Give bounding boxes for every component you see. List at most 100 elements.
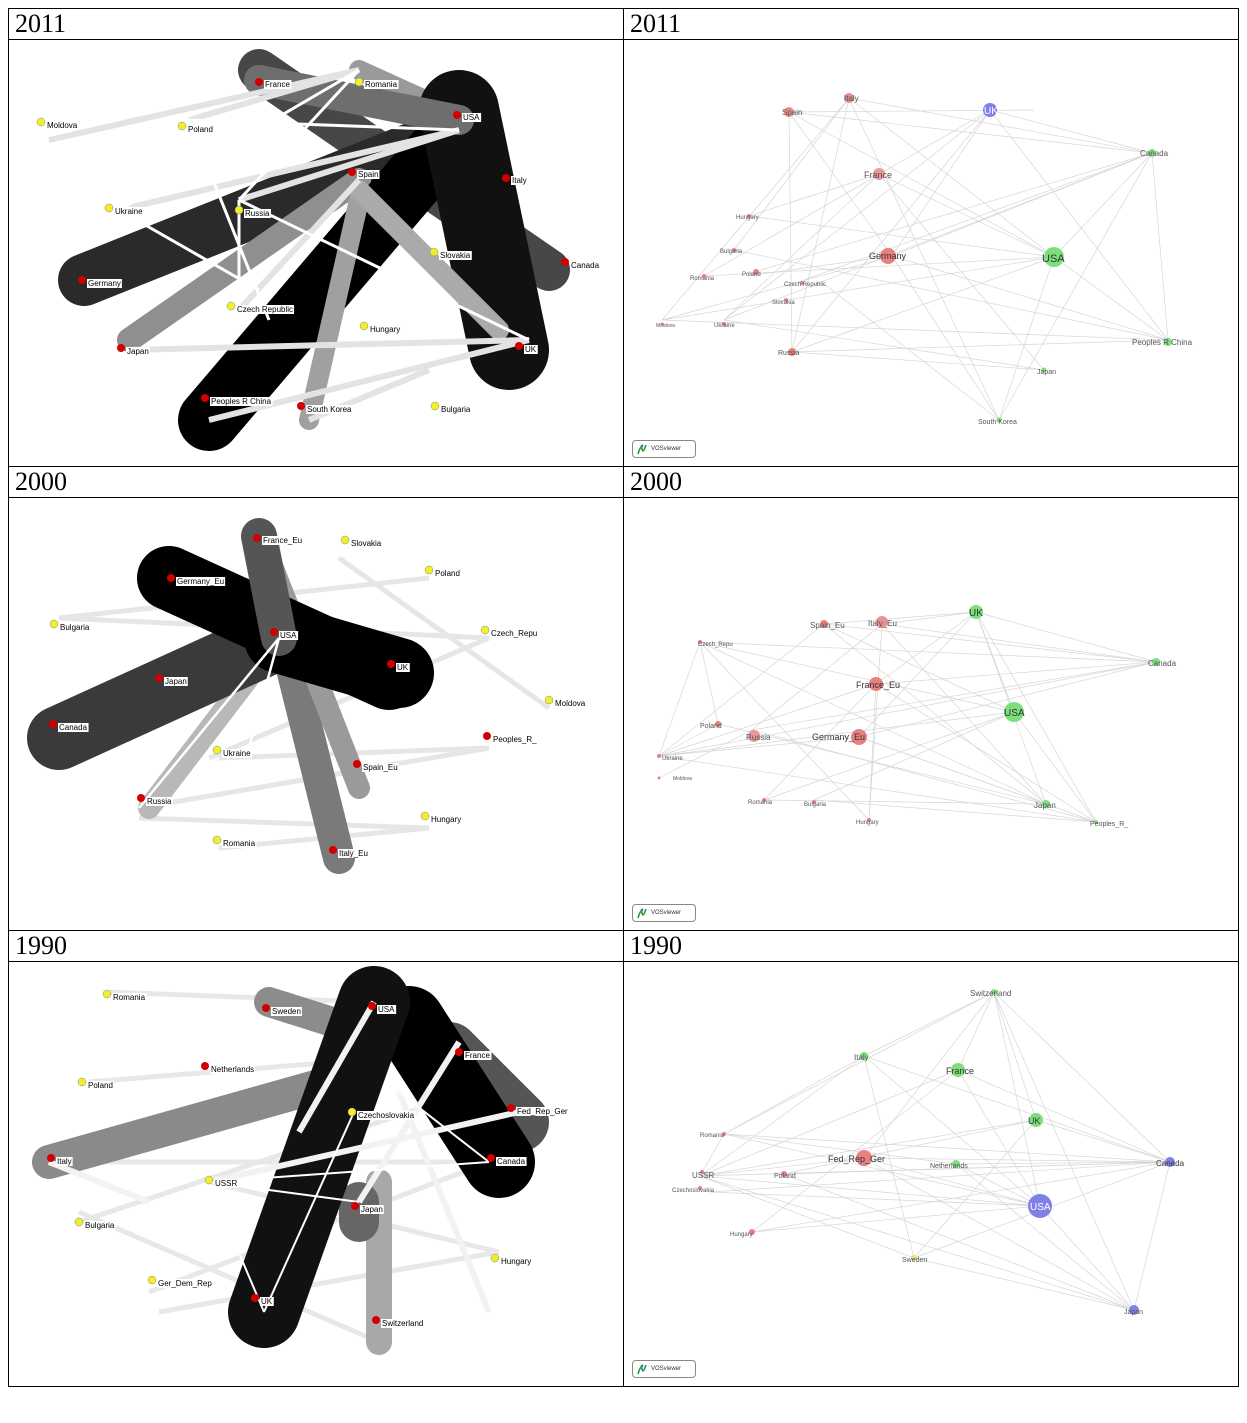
node-label: France <box>265 80 290 89</box>
network-2000-right: UK Spain_Eu Italy_Eu Czech_Repu Canada F… <box>657 605 1177 828</box>
network-2011-left: France Romania Moldova Poland USA Spain … <box>36 49 601 451</box>
vos-label: Bulgaria <box>720 249 743 255</box>
vos-label: France <box>946 1066 974 1076</box>
node-label: UK <box>397 663 409 672</box>
year-label-2011-left: 2011 <box>8 8 624 40</box>
vos-label: Canada <box>1148 659 1177 668</box>
vosviewer-logo-icon <box>637 443 647 455</box>
year-label-2000-left: 2000 <box>8 466 624 498</box>
node-label: Germany_Eu <box>177 577 224 586</box>
panel-1990-weighted-network: Romania Sweden USA France Netherlands Po… <box>8 961 624 1387</box>
vos-label: Moldova <box>656 323 675 329</box>
year-label-1990-left: 1990 <box>8 930 624 962</box>
node-label: Peoples_R_ <box>493 735 537 744</box>
vos-label: USA <box>1030 1202 1051 1213</box>
vos-label: Russia <box>778 350 800 357</box>
vosviewer-badge: VOSviewer <box>632 1360 696 1378</box>
node-label: Romania <box>113 993 146 1002</box>
vos-label: Canada <box>1140 149 1169 158</box>
node-label: Poland <box>88 1081 113 1090</box>
vos-label: Bulgaria <box>804 802 827 808</box>
node-label: Japan <box>361 1205 383 1214</box>
node-label: USA <box>378 1005 395 1014</box>
node-label: USA <box>280 631 297 640</box>
vos-label: UK <box>969 608 983 619</box>
vos-label: Spain <box>782 108 802 117</box>
node-label: France <box>465 1051 490 1060</box>
node-label: UK <box>261 1297 273 1306</box>
network-2011-right: Spain Italy UK Canada France Hungary Bul… <box>656 93 1193 426</box>
vos-labels-2000: UK Spain_Eu Italy_Eu Czech_Repu Canada F… <box>662 608 1177 828</box>
node-label: Hungary <box>431 815 461 824</box>
vos-label: Moldova <box>673 776 692 782</box>
node-label: Hungary <box>501 1257 531 1266</box>
node-label: Switzerland <box>382 1319 423 1328</box>
vos-label: Fed_Rep_Ger <box>828 1154 885 1164</box>
vos-label: Japan <box>1037 369 1056 376</box>
node-label: Sweden <box>272 1007 301 1016</box>
vos-label: USSR <box>692 1171 714 1180</box>
vos-label: Netherlands <box>930 1163 968 1170</box>
vos-label: Czechoslovakia <box>672 1188 715 1194</box>
figure-table: 2011 2011 <box>8 8 1239 1387</box>
node-label: Slovakia <box>440 251 471 260</box>
node-label: Slovakia <box>351 539 382 548</box>
vos-label: Romania <box>700 1133 725 1139</box>
vos-label: Japan <box>1124 1309 1143 1316</box>
vos-label: Canada <box>1156 1159 1185 1168</box>
node-label: Spain <box>358 170 378 179</box>
node-label: UK <box>525 345 537 354</box>
vos-label: Czech_Repu <box>698 642 733 648</box>
vos-nodes-2000 <box>657 605 1160 824</box>
vosviewer-badge-label: VOSviewer <box>651 446 682 452</box>
node-label: Czech Republic <box>237 305 293 314</box>
vos-label: Japan <box>1034 801 1056 810</box>
node-label: Canada <box>497 1157 526 1166</box>
node-label: Canada <box>59 723 88 732</box>
panel-1990-vosviewer-network: Switzerland Italy France Romania UK Fed_… <box>623 961 1239 1387</box>
node-label: Japan <box>127 347 149 356</box>
vosviewer-badge-label: VOSviewer <box>651 1366 682 1372</box>
vos-label: Spain_Eu <box>810 621 845 630</box>
node-label: Italy <box>57 1157 72 1166</box>
node-markers-2000-left <box>49 534 554 854</box>
node-label: Russia <box>147 797 172 806</box>
year-label-2000-right: 2000 <box>623 466 1239 498</box>
node-label: Moldova <box>47 121 78 130</box>
vos-label: France <box>864 170 892 180</box>
node-label: Spain_Eu <box>363 763 398 772</box>
node-label: Russia <box>245 209 270 218</box>
node-label: Czechoslovakia <box>358 1111 415 1120</box>
panel-2000-vosviewer-network: UK Spain_Eu Italy_Eu Czech_Repu Canada F… <box>623 497 1239 931</box>
vos-label: USA <box>1042 253 1065 265</box>
node-label: Moldova <box>555 699 586 708</box>
vos-label: UK <box>984 106 998 117</box>
vos-label: USA <box>1004 708 1025 719</box>
node-label: Fed_Rep_Ger <box>517 1107 568 1116</box>
vos-label: Poland <box>700 723 722 730</box>
vos-label: Russia <box>746 733 771 742</box>
vosviewer-logo-icon <box>637 1363 647 1375</box>
panel-2011-vosviewer-network: Spain Italy UK Canada France Hungary Bul… <box>623 39 1239 467</box>
vos-label: Romania <box>748 800 773 806</box>
vos-label: France_Eu <box>856 680 900 690</box>
node-markers-1990-left <box>47 989 515 1324</box>
node-label: Ger_Dem_Rep <box>158 1279 212 1288</box>
year-label-2011-right: 2011 <box>623 8 1239 40</box>
node-label: Romania <box>223 839 256 848</box>
vos-labels-1990: Switzerland Italy France Romania UK Fed_… <box>672 989 1185 1316</box>
node-labels-2011-left: France Romania Moldova Poland USA Spain … <box>46 80 601 414</box>
vos-label: Hungary <box>856 820 879 826</box>
vos-label: Czech Republic <box>784 282 826 288</box>
node-label: South Korea <box>307 405 352 414</box>
vos-nodes-1990 <box>698 989 1175 1315</box>
panel-2000-weighted-network: France_Eu Slovakia Germany_Eu Poland Bul… <box>8 497 624 931</box>
node-label: Peoples R China <box>211 397 272 406</box>
node-label: Bulgaria <box>60 623 90 632</box>
vos-label: Germany_Eu <box>812 732 865 742</box>
node-label: Italy <box>512 176 527 185</box>
network-1990-right: Switzerland Italy France Romania UK Fed_… <box>672 989 1185 1316</box>
vos-label: Germany <box>869 251 907 261</box>
vosviewer-badge: VOSviewer <box>632 440 696 458</box>
vosviewer-logo-icon <box>637 907 647 919</box>
